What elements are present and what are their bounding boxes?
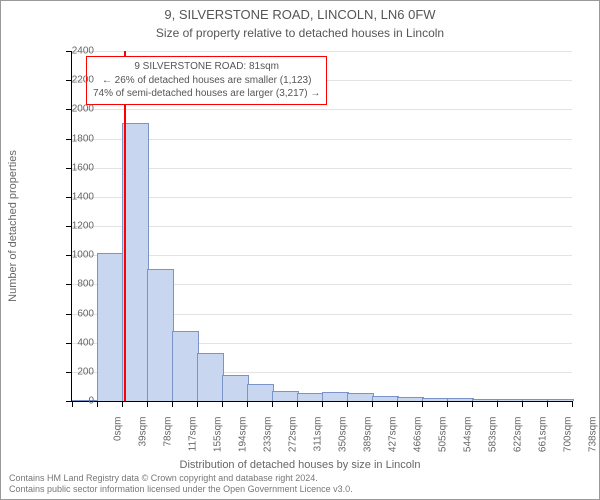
- page-title: 9, SILVERSTONE ROAD, LINCOLN, LN6 0FW: [1, 1, 599, 24]
- x-tick: [497, 401, 498, 407]
- x-tick: [422, 401, 423, 407]
- y-axis-title: Number of detached properties: [7, 150, 19, 302]
- y-tick-label: 1000: [72, 250, 94, 261]
- y-tick-label: 0: [88, 396, 94, 407]
- histogram-bar: [422, 398, 449, 401]
- x-tick: [147, 401, 148, 407]
- x-tick: [322, 401, 323, 407]
- x-tick: [372, 401, 373, 407]
- y-tick-label: 2200: [72, 75, 94, 86]
- y-tick-label: 400: [77, 337, 94, 348]
- x-tick: [572, 401, 573, 407]
- y-tick: [66, 284, 72, 285]
- x-tick-label: 505sqm: [438, 417, 449, 467]
- histogram-bar: [147, 269, 174, 401]
- x-tick: [347, 401, 348, 407]
- x-tick: [547, 401, 548, 407]
- histogram-bar: [97, 253, 124, 401]
- x-tick-label: 117sqm: [188, 417, 199, 467]
- histogram-bar: [472, 399, 499, 401]
- x-tick: [97, 401, 98, 407]
- histogram-bar: [547, 399, 574, 401]
- histogram-bar: [522, 399, 549, 401]
- histogram-bar: [72, 400, 99, 401]
- x-tick: [397, 401, 398, 407]
- y-tick: [66, 314, 72, 315]
- x-tick: [247, 401, 248, 407]
- x-tick: [72, 401, 73, 407]
- x-tick-label: 738sqm: [588, 417, 599, 467]
- gridline: [72, 51, 572, 52]
- annotation-box: 9 SILVERSTONE ROAD: 81sqm← 26% of detach…: [86, 56, 327, 105]
- y-tick: [66, 372, 72, 373]
- x-tick-label: 155sqm: [213, 417, 224, 467]
- annotation-line: 74% of semi-detached houses are larger (…: [93, 87, 320, 101]
- x-tick: [447, 401, 448, 407]
- x-tick: [522, 401, 523, 407]
- histogram-bar: [447, 398, 474, 401]
- histogram-bar: [322, 392, 349, 401]
- histogram-bar: [172, 331, 199, 401]
- x-tick-label: 194sqm: [238, 417, 249, 467]
- x-tick-label: 466sqm: [413, 417, 424, 467]
- x-tick-label: 78sqm: [163, 417, 174, 467]
- x-tick-label: 0sqm: [113, 417, 124, 467]
- x-tick: [197, 401, 198, 407]
- x-tick-label: 389sqm: [363, 417, 374, 467]
- histogram-bar: [247, 384, 274, 401]
- x-tick: [222, 401, 223, 407]
- histogram-bar: [272, 391, 299, 401]
- histogram-bar: [397, 397, 424, 401]
- x-tick-label: 427sqm: [388, 417, 399, 467]
- footer-line-2: Contains public sector information licen…: [9, 484, 353, 495]
- annotation-line: 9 SILVERSTONE ROAD: 81sqm: [93, 60, 320, 74]
- x-tick: [297, 401, 298, 407]
- histogram-bar: [347, 393, 374, 401]
- page-subtitle: Size of property relative to detached ho…: [1, 24, 599, 40]
- x-tick-label: 544sqm: [463, 417, 474, 467]
- y-tick: [66, 343, 72, 344]
- x-tick: [172, 401, 173, 407]
- x-tick: [122, 401, 123, 407]
- annotation-line: ← 26% of detached houses are smaller (1,…: [93, 74, 320, 88]
- histogram-bar: [222, 375, 249, 401]
- x-tick-label: 583sqm: [488, 417, 499, 467]
- y-tick-label: 200: [77, 366, 94, 377]
- x-tick-label: 700sqm: [563, 417, 574, 467]
- x-tick: [272, 401, 273, 407]
- histogram-bar: [122, 123, 149, 401]
- x-tick-label: 39sqm: [138, 417, 149, 467]
- gridline: [72, 109, 572, 110]
- x-tick-label: 233sqm: [263, 417, 274, 467]
- y-tick-label: 2400: [72, 46, 94, 57]
- x-tick-label: 661sqm: [538, 417, 549, 467]
- histogram-bar: [372, 396, 399, 401]
- chart-container: 9, SILVERSTONE ROAD, LINCOLN, LN6 0FW Si…: [0, 0, 600, 500]
- y-tick-label: 600: [77, 308, 94, 319]
- histogram-bar: [197, 353, 224, 401]
- x-axis-title: Distribution of detached houses by size …: [1, 459, 599, 471]
- y-tick-label: 1600: [72, 162, 94, 173]
- y-tick-label: 1400: [72, 191, 94, 202]
- histogram-bar: [297, 393, 324, 401]
- x-tick-label: 272sqm: [288, 417, 299, 467]
- histogram-bar: [497, 399, 524, 401]
- footer-line-1: Contains HM Land Registry data © Crown c…: [9, 473, 353, 484]
- y-tick-label: 800: [77, 279, 94, 290]
- y-tick-label: 1800: [72, 133, 94, 144]
- x-tick-label: 350sqm: [338, 417, 349, 467]
- y-tick-label: 2000: [72, 104, 94, 115]
- x-tick: [472, 401, 473, 407]
- x-tick-label: 622sqm: [513, 417, 524, 467]
- y-tick-label: 1200: [72, 221, 94, 232]
- x-tick-label: 311sqm: [313, 417, 324, 467]
- footer-attribution: Contains HM Land Registry data © Crown c…: [9, 473, 353, 495]
